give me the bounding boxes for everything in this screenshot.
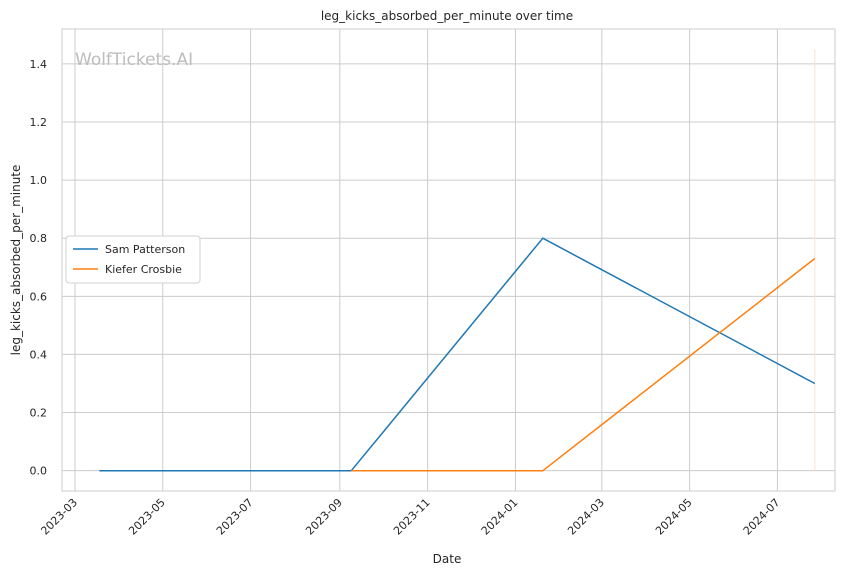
legend: Sam Patterson Kiefer Crosbie (65, 235, 201, 284)
x-tick-label: 2024-03 (565, 496, 607, 538)
chart-title: leg_kicks_absorbed_per_minute over time (321, 9, 573, 23)
x-axis-label: Date (433, 552, 462, 566)
watermark: WolfTickets.AI (75, 50, 193, 70)
y-tick-label: 0.2 (30, 407, 48, 420)
legend-label-sam-patterson: Sam Patterson (105, 243, 185, 256)
x-tick-label: 2024-07 (741, 496, 783, 538)
y-tick-label: 1.4 (30, 58, 48, 71)
y-tick-label: 0.0 (30, 465, 48, 478)
x-tick-label: 2023-07 (214, 496, 256, 538)
y-tick-label: 0.4 (30, 348, 48, 361)
x-tick-label: 2023-11 (391, 496, 433, 538)
series-line-kiefer-crosbie (351, 257, 816, 472)
series-line-sam-patterson (99, 237, 816, 472)
x-tick-label: 2024-01 (479, 496, 521, 538)
series-lines (99, 49, 816, 472)
x-tick-label: 2023-03 (38, 496, 80, 538)
y-axis-label: leg_kicks_absorbed_per_minute (9, 165, 23, 356)
x-tick-label: 2023-09 (303, 496, 345, 538)
x-tick-label: 2024-05 (653, 496, 695, 538)
x-axis-ticks: 2023-03 2023-05 2023-07 2023-09 2023-11 2024-… (38, 496, 782, 538)
y-tick-label: 1.2 (30, 116, 48, 129)
y-axis-ticks: 0.0 0.2 0.4 0.6 0.8 1.0 1.2 1.4 (30, 58, 48, 478)
y-tick-label: 0.6 (30, 290, 48, 303)
y-tick-label: 0.8 (30, 232, 48, 245)
legend-frame (65, 235, 201, 284)
grid-lines (62, 29, 835, 491)
plot-area (61, 28, 836, 492)
y-tick-label: 1.0 (30, 174, 48, 187)
legend-label-kiefer-crosbie: Kiefer Crosbie (105, 263, 182, 276)
x-tick-label: 2023-05 (126, 496, 168, 538)
